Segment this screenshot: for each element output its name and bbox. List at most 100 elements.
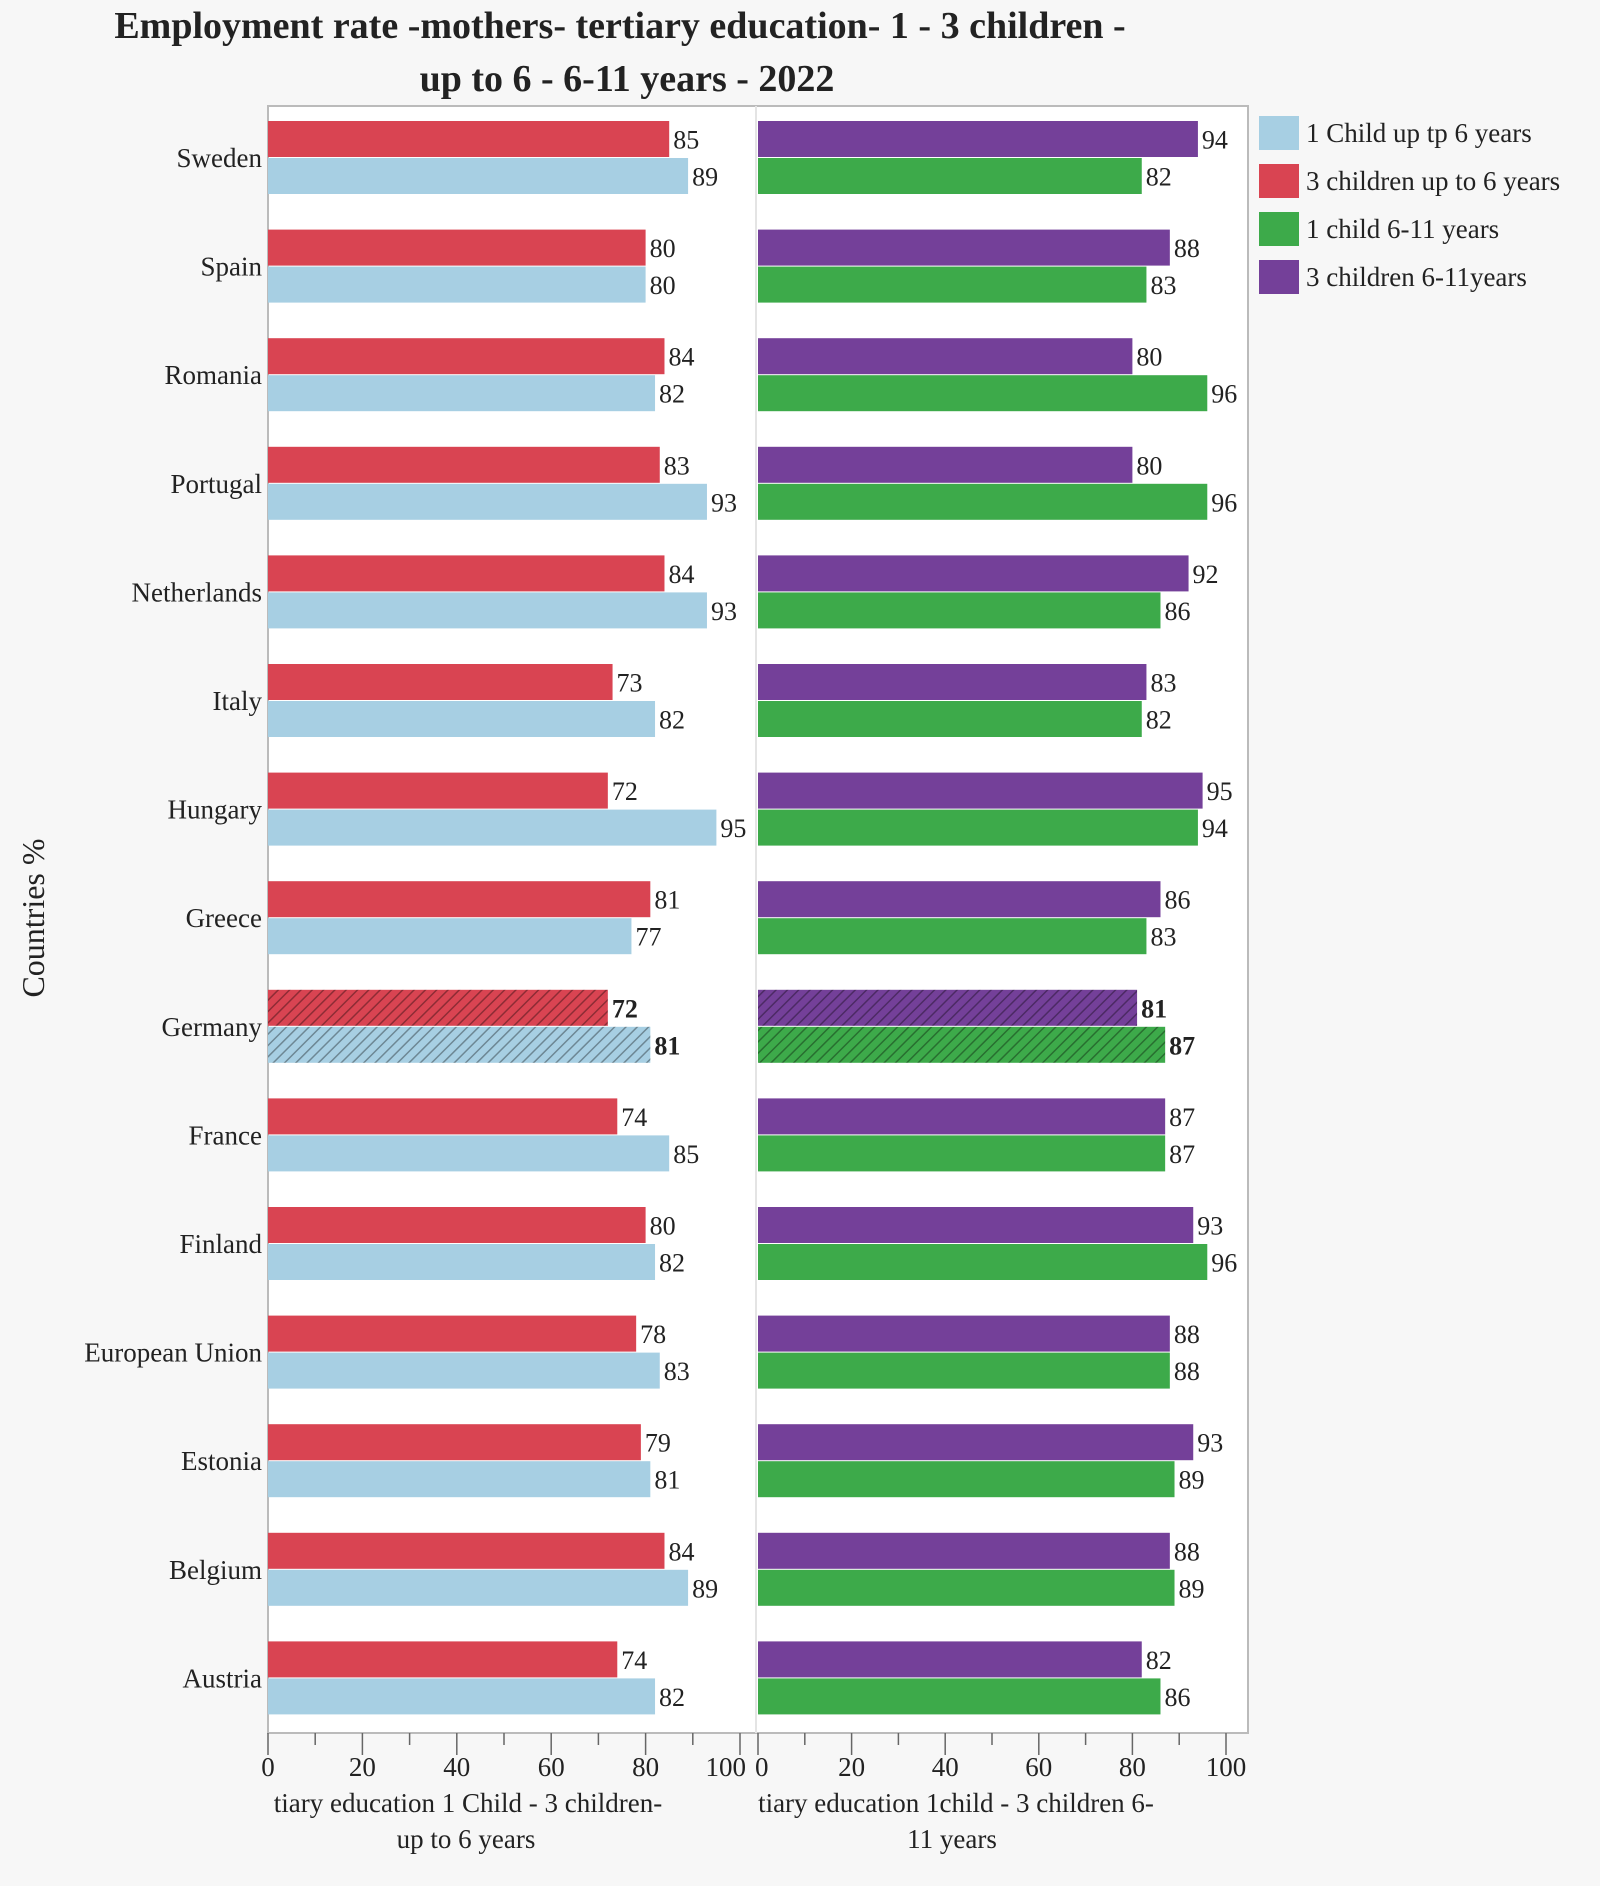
- data-label: 80: [1136, 451, 1162, 480]
- category-label: Italy: [213, 686, 263, 716]
- bar: [758, 1026, 1166, 1063]
- data-label: 74: [621, 1646, 647, 1675]
- data-label: 81: [654, 1031, 680, 1060]
- data-label: 86: [1164, 1683, 1190, 1712]
- data-label: 83: [664, 451, 690, 480]
- data-label: 81: [1141, 994, 1167, 1023]
- bar: [268, 772, 608, 809]
- x-axis-label-left-2: up to 6 years: [397, 1824, 536, 1854]
- tick-label: 0: [261, 1752, 275, 1782]
- legend-swatch: [1259, 116, 1299, 150]
- data-label: 84: [668, 343, 694, 372]
- bar: [268, 338, 665, 375]
- category-label: Sweden: [177, 143, 263, 173]
- bar: [758, 1678, 1161, 1715]
- bar: [758, 592, 1161, 629]
- legend-label: 1 child 6-11 years: [1306, 214, 1499, 244]
- bar: [268, 446, 660, 483]
- bar: [268, 1641, 618, 1678]
- category-label: Estonia: [181, 1446, 262, 1476]
- tick-label: 20: [349, 1752, 376, 1782]
- data-label: 89: [1179, 1574, 1205, 1603]
- category-label: Finland: [179, 1229, 262, 1259]
- data-label: 82: [659, 1683, 685, 1712]
- data-label: 86: [1164, 886, 1190, 915]
- y-axis-label: Countries %: [15, 838, 51, 997]
- bar: [758, 1207, 1194, 1243]
- bar: [758, 701, 1142, 737]
- bar: [758, 809, 1198, 846]
- data-label: 82: [1146, 706, 1172, 735]
- bar: [758, 338, 1133, 375]
- data-label: 88: [1174, 234, 1200, 263]
- data-label: 80: [1136, 343, 1162, 372]
- bar: [268, 483, 707, 520]
- data-label: 72: [612, 777, 638, 806]
- bar: [758, 483, 1208, 520]
- data-label: 83: [1150, 923, 1176, 952]
- data-label: 96: [1211, 488, 1237, 517]
- data-label: 88: [1174, 1357, 1200, 1386]
- category-label: Belgium: [169, 1555, 262, 1585]
- data-label: 81: [654, 1466, 680, 1495]
- bar: [268, 701, 656, 737]
- bar: [758, 772, 1203, 809]
- tick-label: 40: [932, 1752, 959, 1782]
- data-label: 89: [692, 163, 718, 192]
- bar: [268, 664, 613, 700]
- bar: [268, 266, 646, 303]
- bar: [268, 989, 608, 1026]
- legend-label: 3 children 6-11years: [1306, 262, 1527, 292]
- tick-label: 60: [1025, 1752, 1052, 1782]
- category-label: Portugal: [171, 469, 263, 499]
- legend-swatch: [1259, 260, 1299, 294]
- data-label: 94: [1202, 814, 1228, 843]
- bar: [758, 229, 1170, 266]
- data-label: 85: [673, 126, 699, 155]
- bar: [758, 121, 1198, 157]
- bar: [758, 1569, 1175, 1606]
- bar: [758, 1352, 1170, 1389]
- data-label: 93: [1197, 1212, 1223, 1241]
- data-label: 80: [650, 271, 676, 300]
- bar: [758, 1424, 1194, 1461]
- bar: [268, 1315, 637, 1352]
- bar: [758, 664, 1147, 700]
- bar: [758, 555, 1189, 592]
- data-label: 96: [1211, 1249, 1237, 1278]
- bar: [268, 1569, 689, 1606]
- data-label: 83: [1150, 669, 1176, 698]
- bar: [268, 1532, 665, 1569]
- category-label: Spain: [200, 252, 262, 282]
- data-label: 72: [612, 994, 638, 1023]
- legend: 1 Child up tp 6 years 3 children up to 6…: [1259, 116, 1560, 294]
- bar: [268, 1424, 641, 1461]
- data-label: 93: [711, 597, 737, 626]
- bar: [268, 1026, 651, 1063]
- data-label: 85: [673, 1140, 699, 1169]
- x-axis-label-left-1: tiary education 1 Child - 3 children-: [274, 1788, 662, 1818]
- data-label: 93: [1197, 1429, 1223, 1458]
- data-label: 95: [1207, 777, 1233, 806]
- chart-title-line-1: Employment rate -mothers- tertiary educa…: [114, 5, 1125, 47]
- tick-label: 100: [706, 1752, 747, 1782]
- bar: [758, 1641, 1142, 1678]
- x-axis-label-right-2: 11 years: [907, 1824, 997, 1854]
- bar: [758, 1098, 1166, 1135]
- bar: [758, 1244, 1208, 1280]
- data-label: 84: [668, 1537, 694, 1566]
- bar: [758, 989, 1138, 1026]
- bar: [268, 592, 707, 629]
- bar: [268, 121, 670, 157]
- data-label: 93: [711, 488, 737, 517]
- category-label: Greece: [186, 903, 262, 933]
- bar: [758, 1532, 1170, 1569]
- bar: [268, 1244, 656, 1280]
- data-label: 89: [692, 1574, 718, 1603]
- data-label: 92: [1193, 560, 1219, 589]
- bar: [758, 158, 1142, 194]
- data-label: 87: [1169, 1103, 1195, 1132]
- bar: [268, 1098, 618, 1135]
- category-label: Germany: [162, 1012, 263, 1042]
